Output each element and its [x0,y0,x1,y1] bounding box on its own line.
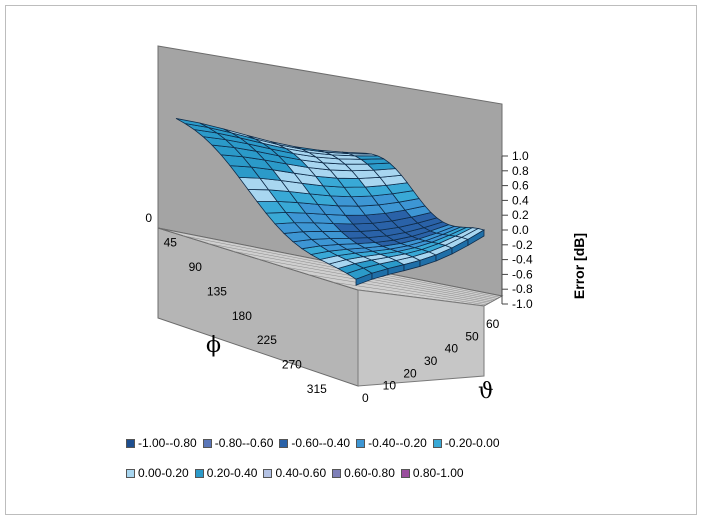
legend-item: 0.80-1.00 [400,464,464,482]
legend-label: 0.20-0.40 [206,466,258,480]
legend-item: -0.60--0.40 [279,434,350,452]
legend-item: -0.80--0.60 [202,434,274,452]
legend-label: -1.00--0.80 [138,436,197,450]
theta-tick-label: 60 [486,317,500,331]
legend-label: -0.20-0.00 [444,436,500,450]
z-tick-label: -1.0 [512,297,533,311]
legend-swatch [263,468,273,478]
phi-tick-label: 270 [282,358,302,372]
legend-label: 0.00-0.20 [138,466,189,480]
legend: -1.00--0.80 -0.80--0.60 -0.60--0.40 -0.40--… [126,434,606,482]
legend-swatch [279,438,289,448]
floor-grid-line [307,274,489,304]
legend-label: 0.60-0.80 [344,466,395,480]
legend-item: -0.20-0.00 [432,434,500,452]
theta-tick-label: 20 [403,366,417,380]
phi-tick-label: 90 [189,260,203,274]
surface-edge [467,229,485,247]
legend-swatch [332,468,342,478]
z-tick-label: 1.0 [512,149,529,163]
z-tick-label: 0.0 [512,223,529,237]
floor-grid-line [257,258,494,302]
legend-item: 0.60-0.80 [332,464,395,482]
legend-item: 0.20-0.40 [194,464,258,482]
theta-axis: 0 10 20 30 40 50 60 [362,317,500,405]
legend-item: 0.00-0.20 [126,464,189,482]
surface-plot: 1.00.80.60.40.20.0-0.2-0.4-0.6-0.8-1.0 0… [145,45,587,405]
z-tick-label: 0.4 [512,193,529,207]
z-tick-label: 0.2 [512,208,529,222]
legend-label: 0.40-0.60 [275,466,327,480]
theta-axis-title: ϑ [478,379,494,404]
phi-tick-label: 225 [257,333,277,347]
legend-label: 0.80-1.00 [412,466,464,480]
phi-tick-label: 180 [232,309,252,323]
z-axis: 1.00.80.60.40.20.0-0.2-0.4-0.6-0.8-1.0 [501,149,533,311]
phi-tick-label: 135 [207,284,227,298]
legend-item: -1.00--0.80 [126,434,197,452]
legend-swatch [432,438,442,448]
floor-grid-line [282,266,491,303]
legend-label: -0.40--0.20 [368,436,427,450]
theta-tick-label: 50 [465,329,479,343]
chart-frame: 1.0 0.8 0.6 0.4 0.2 0.0 -0.2 -0.4 -0.6 -0.8 -1.0 0… [5,5,697,515]
legend-item: 0.40-0.60 [263,464,326,482]
legend-label: -0.80--0.60 [214,436,274,450]
legend-swatch [400,468,410,478]
z-tick-label: 0.8 [512,164,529,178]
theta-tick-label: 10 [383,379,397,393]
surface-cell [342,151,372,155]
z-tick-label: -0.4 [512,253,533,267]
theta-tick-label: 30 [424,354,438,368]
theta-tick-label: 0 [362,391,369,405]
error-surface [175,118,486,286]
floor-front [357,289,485,387]
z-tick-label: -0.8 [512,282,533,296]
legend-swatch [126,438,135,448]
legend-swatch [126,468,135,478]
z-tick-label: -0.2 [512,238,533,252]
legend-swatch [202,438,212,448]
phi-tick-label: 45 [164,235,178,249]
legend-item: -0.40--0.20 [356,434,427,452]
legend-label: -0.60--0.40 [291,436,351,450]
floor-grid-line [332,282,487,305]
phi-tick-label: 0 [145,211,152,225]
z-tick-label: -0.6 [512,267,533,281]
phi-axis-title: ϕ [206,333,221,358]
z-axis-title: Error [dB] [571,233,587,299]
legend-swatch [356,438,366,448]
legend-swatch [194,468,204,478]
phi-axis: 0 45 90 135 180 225 270 315 [145,211,327,396]
z-tick-label: 0.6 [512,179,529,193]
theta-tick-label: 40 [445,342,459,356]
phi-tick-label: 315 [307,382,327,396]
